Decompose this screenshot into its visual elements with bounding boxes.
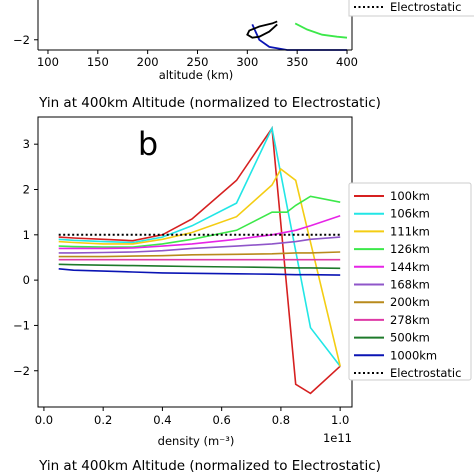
top-xlabel: altitude (km) bbox=[159, 68, 234, 82]
legend-label-106km: 106km bbox=[390, 207, 430, 221]
series-line-100km bbox=[58, 126, 341, 395]
series-line-126km bbox=[58, 195, 341, 248]
main-legend: 100km 106km 111km 126km 144km 168km 200km 278km… bbox=[348, 182, 472, 381]
legend-label-144km: 144km bbox=[390, 260, 430, 274]
main-chart: 0.0 0.2 0.4 0.6 0.8 1.0 −2 −1 0 1 2 3 b density (m⁻… bbox=[13, 116, 353, 448]
legend-label-100km: 100km bbox=[390, 189, 430, 203]
x-tick-label: 0.2 bbox=[94, 413, 112, 427]
b-offset-text: 1e11 bbox=[323, 431, 352, 445]
series-line-111km bbox=[58, 167, 341, 367]
top-x-tick-label: 150 bbox=[87, 55, 109, 69]
y-tick-label: −2 bbox=[13, 364, 30, 378]
y-tick-label: 3 bbox=[23, 137, 30, 151]
legend-label-500km: 500km bbox=[390, 331, 430, 345]
bottom-title: Yin at 400km Altitude (normalized to Ele… bbox=[39, 458, 381, 474]
legend-label-electrostatic: Electrostatic bbox=[390, 366, 461, 380]
top-legend-electrostatic-label: Electrostatic bbox=[390, 0, 461, 14]
top-series-line-0 bbox=[294, 22, 348, 39]
top-x-tick-label: 250 bbox=[187, 55, 209, 69]
series-line-200km bbox=[58, 251, 341, 258]
y-tick-label: 2 bbox=[23, 183, 30, 197]
x-tick-label: 1.0 bbox=[331, 413, 349, 427]
x-tick-label: 0.0 bbox=[35, 413, 53, 427]
top-x-tick-label: 300 bbox=[236, 55, 258, 69]
x-tick-label: 0.4 bbox=[153, 413, 171, 427]
y-tick-label: 1 bbox=[23, 228, 30, 242]
middle-title: Yin at 400km Altitude (normalized to Ele… bbox=[39, 95, 381, 111]
series-line-168km bbox=[58, 236, 341, 254]
top-x-tick-label: 100 bbox=[37, 55, 59, 69]
series-line-1000km bbox=[58, 268, 341, 276]
legend-label-278km: 278km bbox=[390, 313, 430, 327]
b-xlabel: density (m⁻³) bbox=[158, 434, 235, 448]
x-tick-label: 0.6 bbox=[213, 413, 231, 427]
y-tick-label: −1 bbox=[13, 318, 30, 332]
b-axes-frame bbox=[37, 116, 353, 408]
top-y-tick-label: −2 bbox=[13, 33, 30, 47]
top-legend-box bbox=[348, 0, 474, 17]
legend-label-111km: 111km bbox=[390, 224, 430, 238]
top-x-tick-label: 400 bbox=[336, 55, 358, 69]
top-series-line-2 bbox=[246, 20, 278, 39]
series-line-106km bbox=[58, 125, 341, 367]
series-line-144km bbox=[58, 215, 341, 250]
series-line-500km bbox=[58, 263, 341, 270]
top-x-tick-label: 350 bbox=[286, 55, 308, 69]
legend-label-200km: 200km bbox=[390, 295, 430, 309]
y-tick-label: 0 bbox=[23, 273, 30, 287]
top-legend: Electrostatic bbox=[348, 0, 474, 17]
x-tick-label: 0.8 bbox=[272, 413, 290, 427]
b-panel-label: b bbox=[138, 125, 158, 163]
legend-label-126km: 126km bbox=[390, 242, 430, 256]
top-series-line-1 bbox=[251, 24, 347, 51]
legend-label-168km: 168km bbox=[390, 278, 430, 292]
legend-label-1000km: 1000km bbox=[390, 348, 437, 362]
top-x-tick-label: 200 bbox=[137, 55, 159, 69]
top-chart: 100 150 200 250 300 350 400 −2 altitude (km) El… bbox=[13, 0, 474, 82]
